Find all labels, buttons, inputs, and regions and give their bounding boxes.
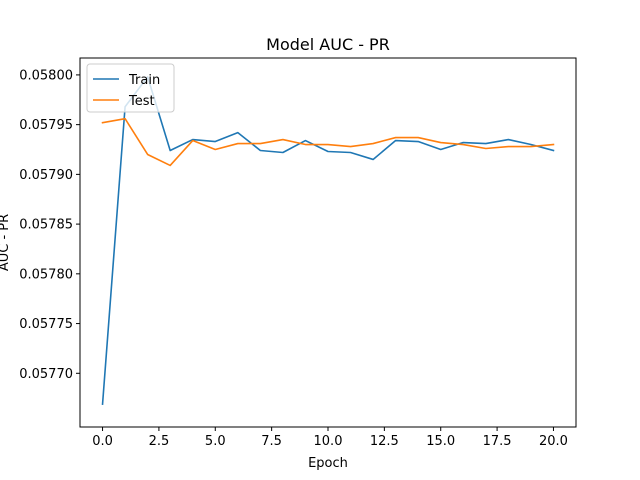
series-line-test	[101, 117, 555, 167]
chart-title: Model AUC - PR	[266, 35, 390, 54]
y-tick-label: 0.05770	[19, 367, 73, 382]
x-tick-label: 2.5	[149, 434, 170, 449]
y-axis-label: AUC - PR	[0, 214, 12, 271]
y-tick-label: 0.05795	[19, 118, 73, 133]
y-tick-label: 0.05785	[19, 218, 73, 233]
y-tick-label: 0.05790	[19, 168, 73, 183]
x-tick-label: 20.0	[539, 434, 568, 449]
series-line-train	[101, 76, 555, 405]
x-tick-label: 5.0	[205, 434, 226, 449]
legend-label-train: Train	[128, 73, 160, 88]
axes-frame	[79, 57, 577, 428]
x-tick-label: 12.5	[370, 434, 399, 449]
legend: Train Test	[86, 63, 175, 113]
x-axis-label: Epoch	[308, 456, 348, 471]
x-axis-ticks: 0.0 2.5 5.0 7.5 10.0 12.5 15.0 17.5 20.0	[92, 427, 568, 449]
y-axis-ticks: 0.05770 0.05775 0.05780 0.05785 0.05790 0.057…	[19, 68, 80, 382]
series-lines	[101, 76, 555, 405]
x-tick-label: 15.0	[426, 434, 455, 449]
legend-label-test: Test	[128, 94, 155, 109]
y-tick-label: 0.05800	[19, 68, 73, 83]
x-tick-label: 7.5	[261, 434, 282, 449]
plot-area	[79, 57, 577, 428]
x-tick-label: 10.0	[314, 434, 343, 449]
y-tick-label: 0.05780	[19, 267, 73, 282]
x-tick-label: 0.0	[92, 434, 113, 449]
x-tick-label: 17.5	[483, 434, 512, 449]
y-tick-label: 0.05775	[19, 317, 73, 332]
